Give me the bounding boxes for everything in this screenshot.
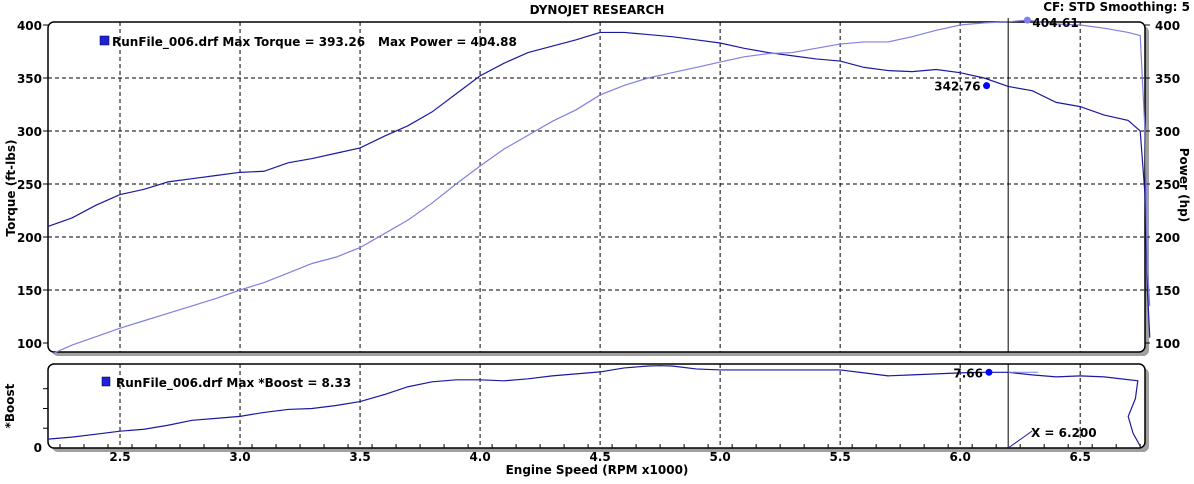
x-tick-label: 5.0: [709, 450, 730, 464]
x-tick-label: 6.0: [950, 450, 971, 464]
torque-tick-label: 300: [17, 125, 42, 139]
power-tick-label: 200: [1155, 231, 1180, 245]
x-tick-label: 5.5: [830, 450, 851, 464]
legend-power: Max Power = 404.88: [378, 35, 517, 49]
torque-tick-label: 150: [17, 284, 42, 298]
x-tick-label: 4.5: [589, 450, 610, 464]
power-tick-label: 250: [1155, 178, 1180, 192]
torque-tick-label: 350: [17, 72, 42, 86]
torque-axis-label: Torque (ft-lbs): [4, 140, 18, 237]
boost-axis-label: *Boost: [3, 383, 17, 428]
boost-annotation: 7.66: [953, 366, 983, 380]
cursor-label: X = 6.200: [1031, 426, 1097, 440]
x-tick-label: 3.0: [229, 450, 250, 464]
cf-info: CF: STD Smoothing: 5: [1043, 0, 1190, 14]
power-tick-label: 350: [1155, 72, 1180, 86]
torque-panel: [47, 21, 1146, 353]
power-tick-label: 400: [1155, 19, 1180, 33]
x-tick-label: 2.5: [109, 450, 130, 464]
torque-tick-label: 400: [17, 19, 42, 33]
torque-tick-label: 200: [17, 231, 42, 245]
legend-swatch-boost: [101, 376, 111, 387]
marker-torque: [983, 82, 991, 90]
power-tick-label: 100: [1155, 337, 1180, 351]
boost-line: [47, 365, 1141, 447]
torque-tick-label: 250: [17, 178, 42, 192]
torque-tick-label: 100: [17, 337, 42, 351]
boost-panel: [47, 363, 1146, 449]
torque-annotation: 342.76: [934, 80, 980, 94]
power-axis-label: Power (hp): [1177, 148, 1191, 222]
torque-line: [47, 31, 1151, 338]
marker-power: [1023, 16, 1031, 24]
marker-boost: [985, 368, 993, 376]
power-annotation: 404.61: [1032, 16, 1078, 30]
boost-tick-label: 0: [34, 441, 42, 455]
cursor-leader: [1007, 430, 1033, 449]
legend-torque: RunFile_006.drf Max Torque = 393.26: [112, 35, 365, 50]
x-tick-label: 4.0: [469, 450, 490, 464]
power-tick-label: 150: [1155, 284, 1180, 298]
power-tick-label: 300: [1155, 125, 1180, 139]
x-axis-label: Engine Speed (RPM x1000): [506, 463, 689, 477]
x-tick-label: 3.5: [349, 450, 370, 464]
x-tick-label: 6.5: [1070, 450, 1091, 464]
legend-boost: RunFile_006.drf Max *Boost = 8.33: [116, 376, 351, 391]
chart-title: DYNOJET RESEARCH: [530, 3, 665, 17]
legend-swatch-torque: [99, 35, 110, 46]
